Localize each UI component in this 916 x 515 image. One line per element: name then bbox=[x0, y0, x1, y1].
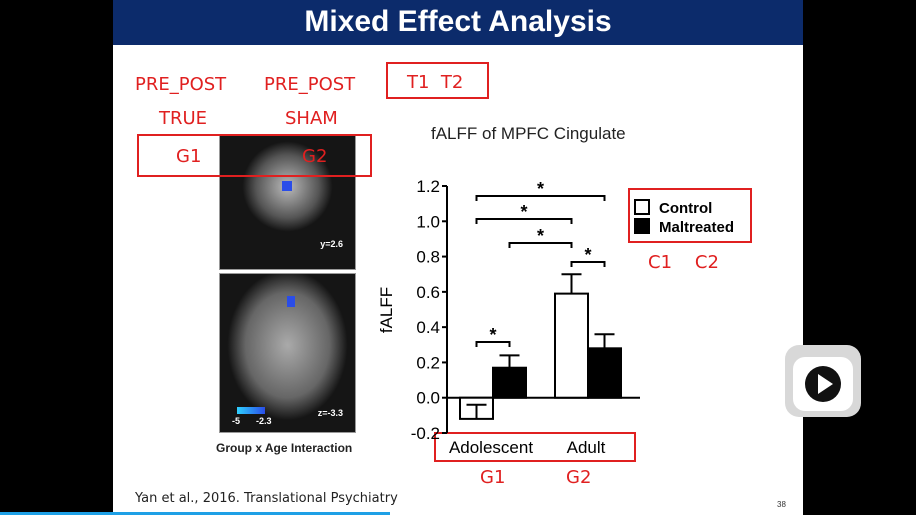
slide-title: Mixed Effect Analysis bbox=[113, 0, 803, 45]
annotation: G1 bbox=[176, 146, 202, 167]
y-tick-label: 1.2 bbox=[416, 177, 440, 196]
video-progress-bar[interactable] bbox=[0, 512, 390, 515]
significance-bracket bbox=[475, 195, 606, 201]
x-tick-label: Adolescent bbox=[449, 438, 533, 457]
activation-cluster bbox=[287, 296, 295, 307]
play-icon bbox=[793, 347, 853, 411]
annotation: G2 bbox=[566, 467, 592, 488]
legend-label: Maltreated bbox=[659, 219, 734, 236]
y-axis-label: fALFF bbox=[377, 287, 396, 333]
annotation-box bbox=[434, 432, 636, 462]
y-tick-label: 0.6 bbox=[416, 283, 440, 302]
page-number: 38 bbox=[777, 500, 786, 509]
slice-label: y=2.6 bbox=[320, 239, 343, 249]
play-button[interactable] bbox=[785, 345, 861, 417]
x-tick-label: Adult bbox=[567, 438, 606, 457]
annotation: G2 bbox=[302, 146, 328, 167]
significance-bracket bbox=[475, 218, 573, 224]
legend-swatch bbox=[634, 199, 650, 215]
annotation: C1 C2 bbox=[648, 252, 719, 273]
bar-maltreated bbox=[492, 366, 527, 399]
significance-bracket bbox=[475, 341, 511, 347]
bar-control bbox=[554, 292, 589, 399]
brain-coronal-image: y=2.6 bbox=[219, 135, 356, 270]
y-tick-label: 0.2 bbox=[416, 353, 440, 372]
significance-star: * bbox=[520, 202, 527, 222]
figure-caption: Group x Age Interaction bbox=[216, 441, 353, 455]
significance-bracket bbox=[508, 242, 573, 248]
slide: Mixed Effect Analysis PRE_POST TRUE PRE_… bbox=[113, 0, 803, 515]
significance-star: * bbox=[489, 325, 496, 345]
y-tick-label: 1.0 bbox=[416, 212, 440, 231]
scale-min: -5 bbox=[232, 416, 241, 426]
annotation: PRE_POST bbox=[135, 74, 227, 95]
brain-axial-image: -5 -2.3 z=-3.3 bbox=[219, 273, 356, 433]
y-tick-label: 0.4 bbox=[416, 318, 440, 337]
legend-label: Control bbox=[659, 200, 712, 217]
citation: Yan et al., 2016. Translational Psychiat… bbox=[135, 491, 398, 506]
significance-star: * bbox=[584, 245, 591, 265]
annotation: T1 T2 bbox=[407, 72, 464, 93]
significance-star: * bbox=[537, 179, 544, 199]
color-scale-bar bbox=[237, 407, 265, 414]
chart-title: fALFF of MPFC Cingulate bbox=[431, 124, 626, 143]
scale-max: -2.3 bbox=[256, 416, 272, 426]
annotation-box bbox=[386, 62, 489, 99]
significance-bracket bbox=[570, 261, 606, 267]
significance-star: * bbox=[537, 226, 544, 246]
y-tick-label: -0.2 bbox=[411, 424, 440, 443]
bar-maltreated bbox=[587, 347, 622, 399]
activation-cluster bbox=[282, 181, 292, 191]
legend-swatch bbox=[634, 218, 650, 234]
slice-label: z=-3.3 bbox=[317, 408, 343, 418]
annotation: G1 bbox=[480, 467, 506, 488]
annotation: PRE_POST bbox=[264, 74, 356, 95]
annotation-box bbox=[628, 188, 752, 243]
y-tick-label: 0.0 bbox=[416, 389, 440, 408]
annotation-box bbox=[137, 134, 372, 177]
y-tick-label: 0.8 bbox=[416, 248, 440, 267]
annotation: TRUE bbox=[159, 108, 208, 129]
annotation: SHAM bbox=[285, 108, 338, 129]
